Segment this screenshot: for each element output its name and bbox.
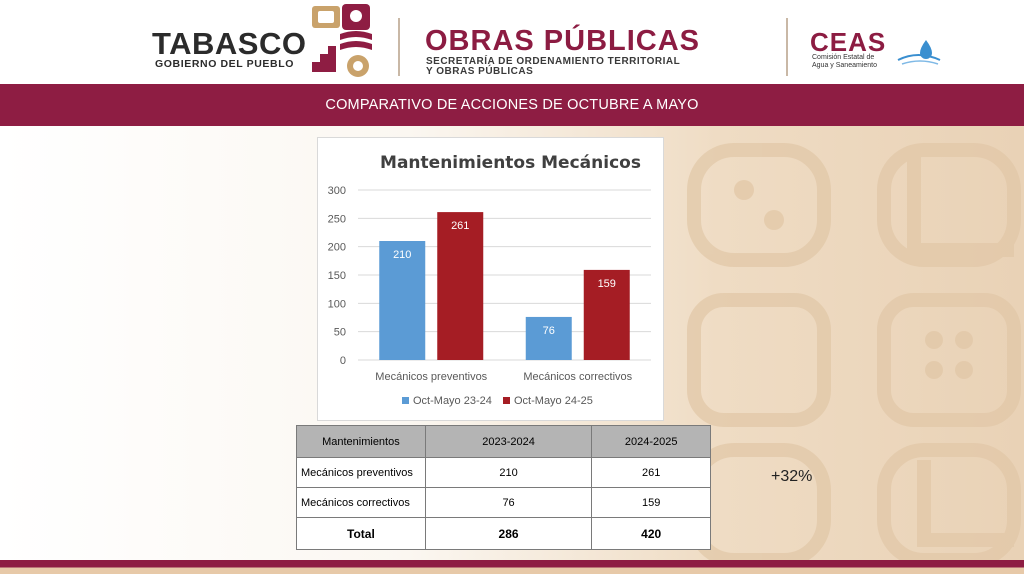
comparison-table: Mantenimientos 2023-2024 2024-2025 Mecán… [296, 425, 711, 550]
ceas-subtitle-1: Comisión Estatal de [812, 54, 875, 61]
percent-change: +32% [771, 468, 813, 485]
table-cell: 210 [424, 457, 593, 488]
tabasco-emblem-icon [312, 4, 372, 77]
ceas-logo-title: CEAS [810, 27, 887, 57]
banner-title: COMPARATIVO DE ACCIONES DE OCTUBRE A MAY… [325, 97, 699, 113]
tabasco-wordmark: TABASCO [152, 26, 307, 61]
table-header-cell: 2024-2025 [591, 425, 711, 458]
y-tick-label: 100 [328, 298, 346, 310]
table-total-label: Total [296, 517, 426, 550]
table-cell: Mecánicos correctivos [296, 487, 426, 518]
legend-label: Oct-Mayo 24-25 [514, 395, 593, 407]
y-tick-label: 0 [340, 355, 346, 367]
bar [437, 212, 484, 360]
table-header-row: Mantenimientos 2023-2024 2024-2025 [296, 425, 711, 458]
data-label: 210 [393, 249, 411, 261]
table-total-row: Total 286 420 [296, 517, 711, 550]
table-cell: 159 [591, 487, 711, 518]
bar-chart: Mantenimientos Mecánicos 0 50 100 150 200 250 3… [328, 153, 651, 407]
chart-card: Mantenimientos Mecánicos 0 50 100 150 200 250 3… [317, 137, 664, 421]
data-label: 261 [451, 220, 469, 232]
table-total-cell: 286 [424, 517, 593, 550]
header-divider [398, 18, 400, 76]
y-tick-label: 300 [328, 185, 346, 197]
table-total-cell: 420 [591, 517, 711, 550]
data-label: 159 [598, 278, 616, 290]
table-row: Mecánicos correctivos 76 159 [296, 487, 711, 518]
y-tick-label: 50 [334, 327, 346, 339]
table-header-cell: Mantenimientos [296, 425, 426, 458]
table-header-cell: 2023-2024 [424, 425, 593, 458]
legend-label: Oct-Mayo 23-24 [413, 395, 492, 407]
data-label: 76 [543, 325, 555, 337]
x-tick-label: Mecánicos correctivos [523, 371, 632, 383]
table-cell: 76 [424, 487, 593, 518]
legend-swatch [503, 397, 510, 404]
y-tick-label: 250 [328, 213, 346, 225]
ceas-water-drop-icon [897, 40, 941, 65]
chart-title: Mantenimientos Mecánicos [380, 153, 641, 173]
bar [525, 316, 572, 360]
bar [379, 241, 426, 360]
obras-publicas-subtitle-1: SECRETARÍA DE ORDENAMIENTO TERRITORIAL [426, 56, 681, 67]
title-banner: COMPARATIVO DE ACCIONES DE OCTUBRE A MAY… [0, 84, 1024, 126]
bar [583, 269, 630, 360]
table-cell: 261 [591, 457, 711, 488]
obras-publicas-title: OBRAS PÚBLICAS [425, 25, 701, 57]
table-row: Mecánicos preventivos 210 261 [296, 457, 711, 488]
y-tick-label: 150 [328, 270, 346, 282]
ceas-subtitle-2: Agua y Saneamiento [812, 62, 877, 69]
legend-swatch [402, 397, 409, 404]
tabasco-logo: TABASCO GOBIERNO DEL PUEBLO [152, 22, 382, 72]
bottom-strip [0, 560, 1024, 574]
obras-publicas-subtitle-2: Y OBRAS PÚBLICAS [426, 66, 534, 77]
header: TABASCO GOBIERNO DEL PUEBLO OBRAS PÚBLIC… [0, 0, 1024, 84]
header-divider [786, 18, 788, 76]
y-tick-label: 200 [328, 242, 346, 254]
tabasco-subtitle: GOBIERNO DEL PUEBLO [155, 58, 294, 70]
table-cell: Mecánicos preventivos [296, 457, 426, 488]
x-tick-label: Mecánicos preventivos [375, 371, 487, 383]
